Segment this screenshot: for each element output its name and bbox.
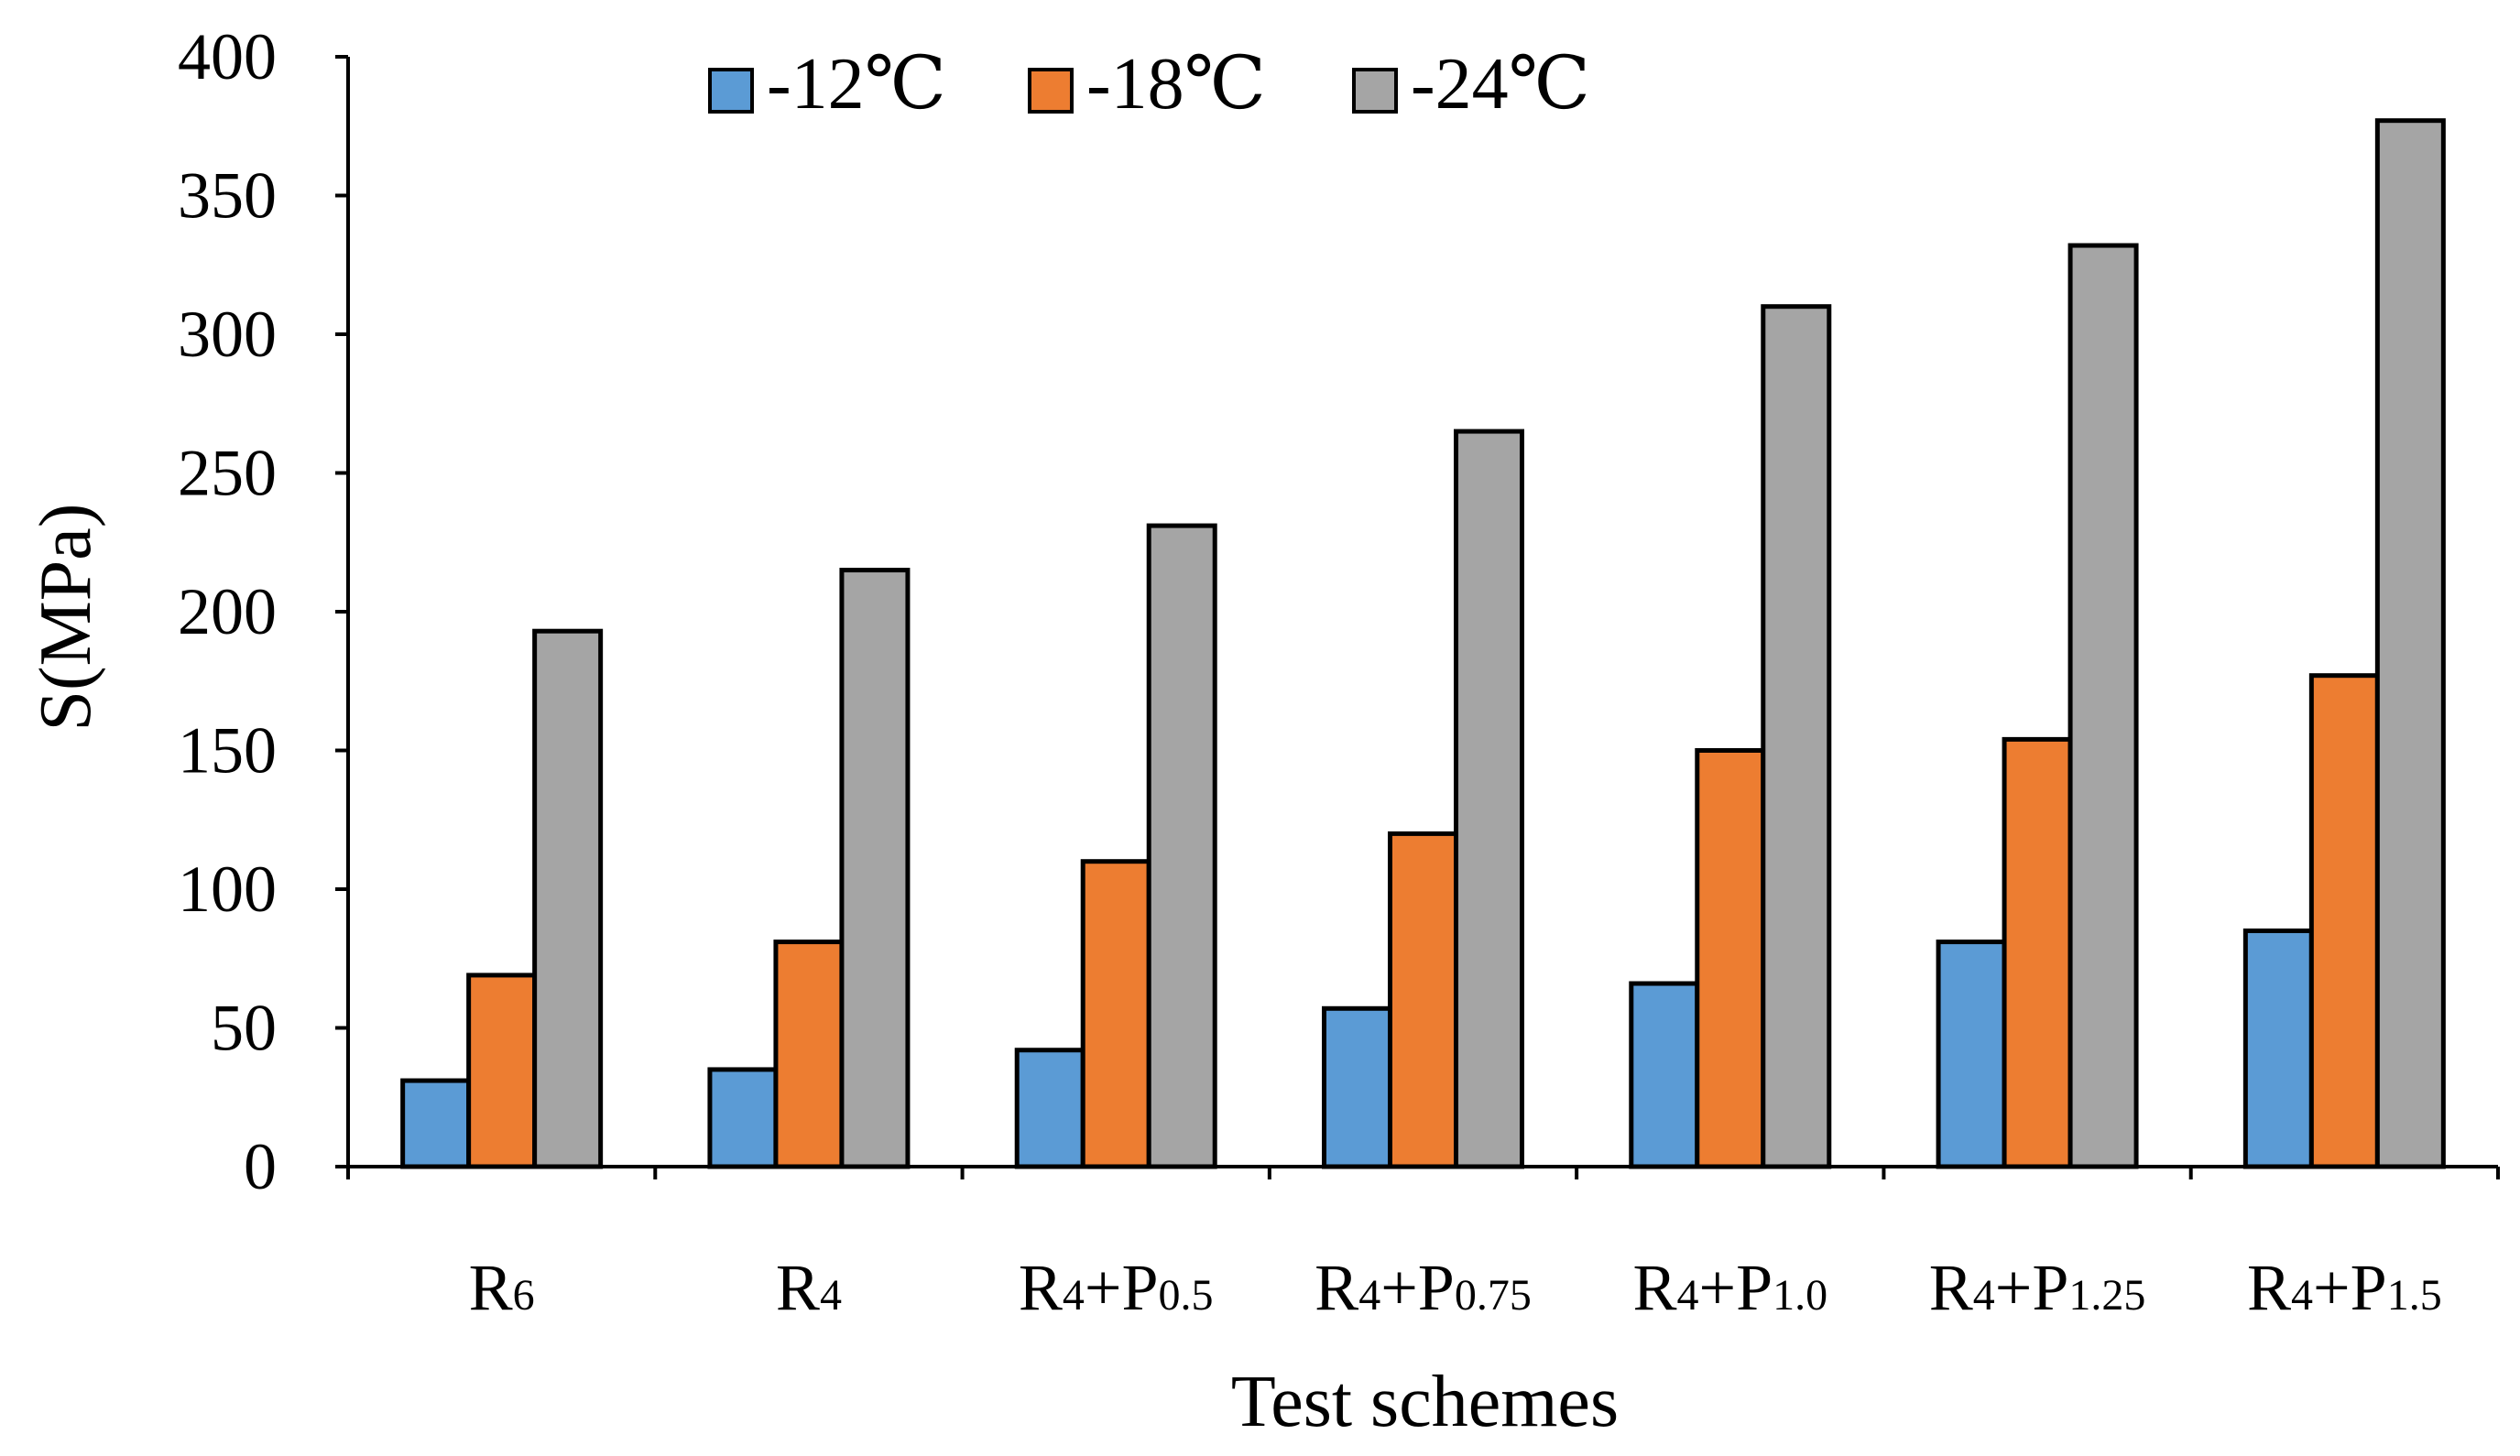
x-category-label: R4+P0.75 — [1315, 1251, 1532, 1324]
x-category-suffix_sub: 0.5 — [1159, 1271, 1214, 1320]
y-tick-label: 200 — [178, 575, 277, 648]
x-category-base: R — [1019, 1251, 1063, 1324]
bar-2-1 — [466, 972, 538, 1169]
legend-label-1: -12℃ — [767, 44, 946, 125]
legend-swatch-2 — [1028, 68, 1074, 114]
x-category-base: R — [1315, 1251, 1358, 1324]
x-category-suffix: +P — [1085, 1251, 1159, 1324]
bar-3-3 — [1146, 523, 1217, 1169]
x-category-label: R4+P0.5 — [1019, 1251, 1214, 1324]
legend-label-2: -18℃ — [1086, 44, 1266, 125]
x-category-sub: 4 — [2291, 1271, 2313, 1320]
y-tick-label: 150 — [178, 714, 277, 788]
x-category-label: R4 — [776, 1251, 842, 1324]
x-category-label: R4+P1.0 — [1632, 1251, 1827, 1324]
bar-2-3 — [1080, 859, 1151, 1169]
x-categories-layer: R6 R4 R4+P0.5 R4+P0.75 R4+P1.0 R4+P1.25 R4+P1.… — [469, 1251, 2442, 1324]
bar-1-6 — [1936, 940, 2007, 1169]
x-category-suffix_sub: 1.5 — [2387, 1271, 2442, 1320]
bar-2-7 — [2308, 673, 2380, 1169]
bar-3-2 — [839, 568, 911, 1169]
bar-1-4 — [1322, 1005, 1392, 1169]
y-tick-label: 350 — [178, 159, 277, 233]
x-category-base: R — [469, 1251, 513, 1324]
x-category-suffix_sub: 0.75 — [1455, 1271, 1532, 1320]
y-tick-label: 250 — [178, 437, 277, 510]
x-category-base: R — [776, 1251, 820, 1324]
bar-1-5 — [1629, 981, 1700, 1169]
x-category-suffix_sub: 1.0 — [1773, 1271, 1827, 1320]
x-category-base: R — [1632, 1251, 1676, 1324]
y-tick-label: 400 — [178, 20, 277, 93]
x-category-suffix: +P — [1995, 1251, 2069, 1324]
axis-titles: Test schemes S(MPa) — [26, 504, 1619, 1442]
y-ticks-layer: 0 50 100 150 200 250 300 350 400 — [178, 20, 2500, 1203]
x-category-label: R4+P1.5 — [2247, 1251, 2442, 1324]
bar-3-1 — [532, 628, 604, 1169]
x-category-sub: 4 — [1358, 1271, 1380, 1320]
y-tick-label: 300 — [178, 298, 277, 371]
bar-1-7 — [2242, 928, 2314, 1169]
bar-1-3 — [1014, 1048, 1085, 1169]
bar-2-4 — [1388, 831, 1458, 1169]
bar-3-5 — [1761, 304, 1832, 1169]
x-category-suffix: +P — [1698, 1251, 1773, 1324]
bar-3-7 — [2374, 118, 2446, 1169]
bar-2-5 — [1695, 748, 1766, 1169]
bar-1-1 — [400, 1078, 472, 1169]
x-category-sub: 4 — [1676, 1271, 1698, 1320]
x-category-sub: 6 — [513, 1271, 535, 1320]
x-category-base: R — [2247, 1251, 2291, 1324]
x-category-base: R — [1929, 1251, 1973, 1324]
y-axis-title: S(MPa) — [26, 504, 106, 732]
x-axis-title: Test schemes — [1231, 1362, 1619, 1442]
x-category-sub: 4 — [820, 1271, 842, 1320]
bar-2-6 — [2002, 736, 2073, 1169]
x-category-suffix: +P — [1380, 1251, 1455, 1324]
bar-1-2 — [707, 1067, 779, 1169]
x-category-suffix: +P — [2313, 1251, 2387, 1324]
y-tick-label: 0 — [244, 1130, 277, 1203]
bar-3-4 — [1454, 429, 1524, 1169]
bar-2-2 — [773, 940, 845, 1169]
legend: -12℃ -18℃ -24℃ — [708, 44, 1590, 125]
x-category-sub: 4 — [1063, 1271, 1085, 1320]
x-category-label: R6 — [469, 1251, 535, 1324]
bar-3-6 — [2067, 243, 2139, 1169]
legend-swatch-3 — [1352, 68, 1398, 114]
x-category-suffix_sub: 1.25 — [2068, 1271, 2145, 1320]
y-tick-label: 50 — [211, 992, 277, 1065]
bars-layer — [400, 118, 2446, 1169]
legend-label-3: -24℃ — [1411, 44, 1590, 125]
x-category-label: R4+P1.25 — [1929, 1251, 2146, 1324]
y-tick-label: 100 — [178, 853, 277, 926]
x-category-sub: 4 — [1973, 1271, 1995, 1320]
legend-swatch-1 — [708, 68, 754, 114]
